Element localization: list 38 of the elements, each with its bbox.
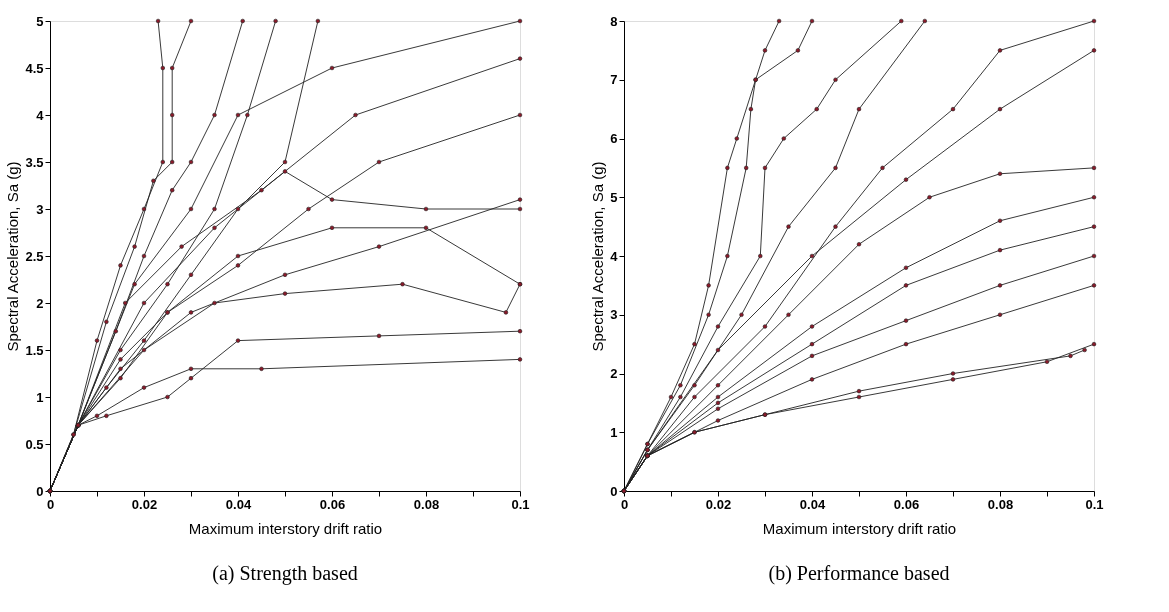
- x-tick-label: 0.06: [319, 496, 346, 512]
- x-tick-label: 0.08: [413, 496, 440, 512]
- y-tick-label: 1: [36, 389, 44, 405]
- y-tick-label: 0: [610, 483, 618, 499]
- y-tick-label: 0.5: [25, 436, 44, 452]
- x-tick-label: 0.02: [705, 496, 732, 512]
- x-tick-label: 0.1: [1085, 496, 1104, 512]
- x-axis-title: Maximum interstory drift ratio: [762, 519, 957, 537]
- y-tick-label: 1: [610, 424, 618, 440]
- text: (b) Performance based: [768, 562, 950, 585]
- x-tick-label: 0: [620, 496, 629, 512]
- x-tick-label: 0: [46, 496, 55, 512]
- y-tick-label: 2: [36, 295, 44, 311]
- y-tick-label: 2.5: [25, 248, 44, 264]
- y-tick-label: 4: [610, 248, 619, 264]
- y-tick-label: 0: [36, 483, 44, 499]
- y-axis-title: Spectral Acceleration, Sa (g): [589, 161, 607, 352]
- x-tick-label: 0.06: [893, 496, 920, 512]
- y-tick-label: 1.5: [25, 342, 44, 358]
- y-tick-label: 3: [610, 307, 618, 323]
- y-tick-label: 4: [36, 107, 45, 123]
- y-tick-label: 3: [36, 201, 44, 217]
- text: (a) Strength based: [212, 562, 358, 585]
- y-tick-label: 4.5: [25, 60, 44, 76]
- y-tick-label: 5: [610, 189, 618, 205]
- x-tick-label: 0.04: [225, 496, 252, 512]
- x-tick-label: 0.1: [511, 496, 530, 512]
- y-tick-label: 8: [610, 13, 618, 29]
- x-tick-label: 0.04: [799, 496, 826, 512]
- y-tick-label: 3.5: [25, 154, 44, 170]
- y-tick-label: 5: [36, 13, 44, 29]
- x-tick-label: 0.08: [987, 496, 1014, 512]
- x-axis-title: Maximum interstory drift ratio: [188, 519, 383, 537]
- y-axis-title: Spectral Acceleration, Sa (g): [4, 161, 22, 352]
- y-tick-label: 2: [610, 366, 618, 381]
- y-tick-label: 6: [610, 131, 618, 146]
- x-tick-label: 0.02: [131, 496, 158, 512]
- y-tick-label: 7: [610, 72, 618, 88]
